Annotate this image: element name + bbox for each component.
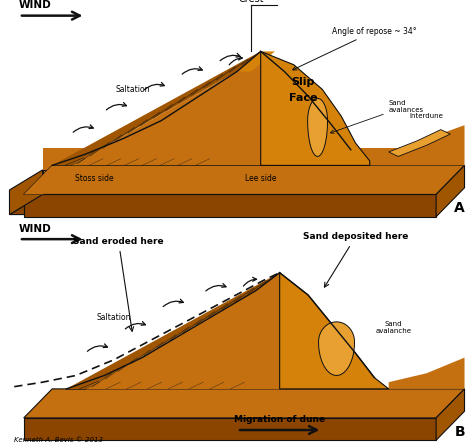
Polygon shape [319, 322, 355, 375]
Text: Face: Face [289, 93, 318, 102]
Text: WIND: WIND [19, 224, 52, 233]
Text: Interdune: Interdune [410, 114, 444, 119]
Polygon shape [66, 273, 389, 389]
Polygon shape [24, 389, 465, 418]
Polygon shape [9, 194, 450, 215]
Polygon shape [9, 170, 43, 215]
Polygon shape [24, 418, 436, 440]
Polygon shape [280, 273, 389, 389]
Text: Kenneth A. Bevis © 2013: Kenneth A. Bevis © 2013 [14, 437, 103, 443]
Polygon shape [66, 273, 280, 389]
Polygon shape [24, 165, 71, 194]
Text: Slip: Slip [292, 77, 315, 87]
Polygon shape [436, 165, 465, 217]
Polygon shape [85, 273, 389, 389]
Text: B: B [455, 425, 465, 439]
Text: Sand eroded here: Sand eroded here [73, 237, 164, 331]
Text: Migration of dune: Migration of dune [234, 415, 325, 424]
Polygon shape [24, 194, 436, 217]
Polygon shape [389, 358, 465, 389]
Text: WIND: WIND [19, 0, 52, 10]
Polygon shape [261, 51, 370, 165]
Polygon shape [237, 51, 275, 72]
Polygon shape [389, 130, 450, 156]
Polygon shape [24, 165, 465, 194]
Polygon shape [436, 389, 465, 440]
Polygon shape [370, 125, 465, 165]
Polygon shape [43, 148, 450, 170]
Text: Saltation: Saltation [97, 312, 131, 321]
Polygon shape [308, 98, 328, 156]
Polygon shape [52, 51, 370, 165]
Text: Sand deposited here: Sand deposited here [303, 232, 408, 287]
Polygon shape [71, 51, 370, 165]
Text: Stoss side: Stoss side [75, 174, 114, 183]
Text: Saltation: Saltation [116, 84, 150, 93]
Text: Lee side: Lee side [245, 174, 276, 183]
Polygon shape [43, 170, 450, 194]
Text: Sand
avalanche: Sand avalanche [375, 321, 411, 334]
Polygon shape [52, 51, 261, 165]
Text: Sand
avalances: Sand avalances [330, 100, 424, 133]
Text: Angle of repose ~ 34°: Angle of repose ~ 34° [292, 27, 417, 70]
Text: A: A [455, 201, 465, 215]
Text: Crest: Crest [238, 0, 264, 4]
